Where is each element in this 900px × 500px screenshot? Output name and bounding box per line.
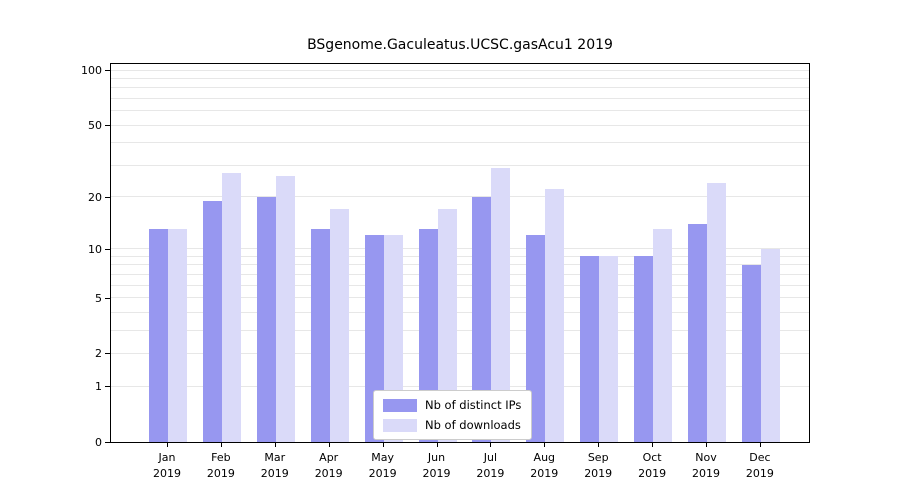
bar-distinct-ips <box>688 223 707 442</box>
y-tick-mark <box>105 297 110 299</box>
y-tick-label: 100 <box>81 64 102 77</box>
legend-label-distinct-ips: Nb of distinct IPs <box>425 398 522 412</box>
bar-distinct-ips <box>256 196 276 442</box>
bar-distinct-ips <box>149 229 168 442</box>
x-tick-mark <box>328 443 330 447</box>
bar-distinct-ips <box>741 264 761 442</box>
x-tick-label: Feb 2019 <box>206 451 235 480</box>
x-tick-mark <box>220 443 222 447</box>
y-tick-mark <box>105 196 110 198</box>
bar-distinct-ips <box>418 229 438 442</box>
bar-distinct-ips <box>472 196 492 442</box>
y-tick-mark <box>105 442 110 443</box>
x-tick-label: Oct 2019 <box>638 451 667 480</box>
gridline <box>111 385 809 387</box>
gridline <box>111 124 809 126</box>
x-tick-mark <box>274 443 276 447</box>
gridline <box>111 164 809 166</box>
y-tick-mark <box>105 125 110 127</box>
gridline <box>111 110 809 112</box>
y-tick-mark <box>105 70 110 71</box>
bar-downloads <box>491 167 511 442</box>
gridline <box>111 69 809 71</box>
x-tick-label: Jan 2019 <box>153 451 181 480</box>
gridline <box>111 248 809 250</box>
y-tick-label: 50 <box>88 119 102 133</box>
legend-item-downloads: Nb of downloads <box>383 418 521 432</box>
x-tick-label: Apr 2019 <box>314 451 343 480</box>
x-tick-mark <box>382 443 384 447</box>
y-tick-label: 5 <box>95 291 102 305</box>
legend-item-distinct-ips: Nb of distinct IPs <box>383 398 521 412</box>
plot-area: Nb of distinct IPs Nb of downloads <box>110 63 810 443</box>
x-tick-label: Mar 2019 <box>260 451 289 480</box>
gridline <box>111 196 809 198</box>
x-tick-label: May 2019 <box>368 451 397 480</box>
gridline <box>111 97 809 99</box>
bar-downloads <box>221 173 241 442</box>
x-tick-mark <box>490 443 492 447</box>
gridline <box>111 284 809 286</box>
gridline <box>111 352 809 354</box>
legend-label-downloads: Nb of downloads <box>425 418 521 432</box>
y-tick-mark <box>105 353 110 355</box>
bar-downloads <box>760 248 780 442</box>
y-tick-mark <box>105 386 110 388</box>
x-tick-label: Dec 2019 <box>745 451 774 480</box>
bar-downloads <box>545 189 565 442</box>
x-tick-mark <box>167 443 168 447</box>
x-tick-mark <box>436 443 438 447</box>
y-tick-label: 2 <box>95 347 102 361</box>
bar-downloads <box>599 256 619 442</box>
x-tick-mark <box>598 443 600 447</box>
y-tick-mark <box>105 248 110 250</box>
y-tick-label: 1 <box>95 380 102 394</box>
x-tick-label: Jul 2019 <box>476 451 505 480</box>
chart-title: BSgenome.Gaculeatus.UCSC.gasAcu1 2019 <box>307 37 613 53</box>
x-tick-label: Sep 2019 <box>584 451 613 480</box>
bar-distinct-ips <box>634 256 654 442</box>
gridline <box>111 255 809 257</box>
bar-downloads <box>707 182 726 442</box>
x-tick-label: Aug 2019 <box>530 451 559 480</box>
y-tick-label: 10 <box>88 242 102 256</box>
gridline <box>111 77 809 79</box>
bar-distinct-ips <box>580 256 600 442</box>
x-tick-label: Jun 2019 <box>422 451 451 480</box>
legend: Nb of distinct IPs Nb of downloads <box>373 390 533 440</box>
bar-downloads <box>168 229 187 442</box>
x-tick-mark <box>706 443 707 447</box>
x-tick-label: Nov 2019 <box>692 451 720 480</box>
bar-downloads <box>329 209 349 442</box>
x-tick-mark <box>759 443 761 447</box>
bar-downloads <box>437 209 457 442</box>
x-tick-mark <box>544 443 546 447</box>
y-tick-label: 20 <box>88 190 102 204</box>
bar-distinct-ips <box>310 229 330 442</box>
bar-distinct-ips <box>202 200 222 442</box>
gridline <box>111 142 809 144</box>
gridline <box>111 87 809 89</box>
gridline <box>111 311 809 313</box>
bar-downloads <box>653 229 673 442</box>
y-tick-label: 0 <box>95 436 102 449</box>
legend-swatch-distinct-ips <box>383 398 417 412</box>
gridline <box>111 329 809 331</box>
x-tick-mark <box>652 443 654 447</box>
legend-swatch-downloads <box>383 418 417 432</box>
gridline <box>111 297 809 299</box>
bar-downloads <box>275 176 295 442</box>
gridline <box>111 273 809 275</box>
gridline <box>111 264 809 266</box>
